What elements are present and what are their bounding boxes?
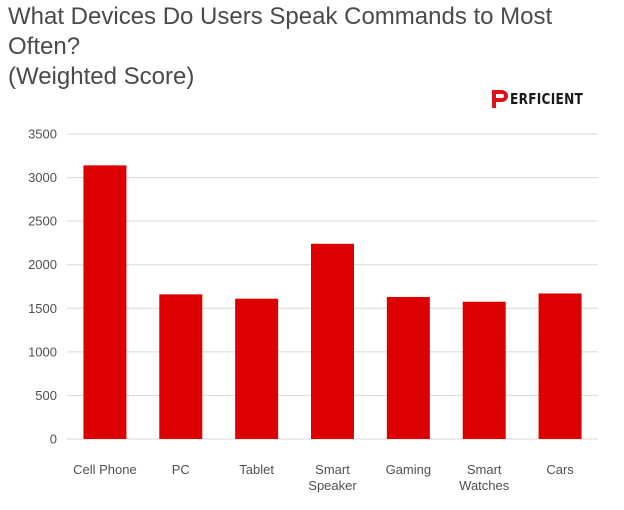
x-tick-label-line: Watches [459,478,510,493]
x-tick-label: Gaming [386,462,432,477]
x-tick-label-line: Smart [315,462,350,477]
x-tick-label-line: Gaming [386,462,432,477]
bar-cell-phone [83,165,127,439]
bars [83,165,582,439]
x-tick-label-line: Tablet [239,462,274,477]
y-axis-ticks: 0 500 1000 1500 2000 2500 3000 3500 [28,127,57,447]
bar-cars [538,293,582,439]
x-tick-label: Tablet [239,462,274,477]
bar-tablet [235,298,279,439]
y-tick-label: 3000 [28,170,57,185]
x-tick-label-line: Cell Phone [73,462,137,477]
y-tick-label: 1500 [28,301,57,316]
bar-gaming [386,296,430,439]
x-tick-label: Smart Speaker [308,462,357,493]
perficient-logo: ERFICIENT [492,89,591,109]
y-tick-label: 3500 [28,127,57,142]
bar-smart-watches [462,301,506,439]
y-tick-label: 2500 [28,214,57,229]
bar-pc [159,294,203,439]
x-tick-label: Smart Watches [459,462,510,493]
y-tick-label: 2000 [28,257,57,272]
logo-text: ERFICIENT [510,90,584,108]
chart-title: What Devices Do Users Speak Commands to … [8,3,553,90]
y-tick-label: 0 [50,432,57,447]
x-tick-label: Cell Phone [73,462,137,477]
y-tick-label: 1000 [28,344,57,359]
x-tick-label-line: Smart [467,462,502,477]
x-tick-label-line: Speaker [308,478,357,493]
bar-smart-speaker [311,243,354,439]
x-tick-label: PC [172,462,190,477]
y-tick-label: 500 [35,388,57,403]
x-tick-label: Cars [546,462,574,477]
perficient-p-icon [492,90,508,108]
x-tick-label-line: Cars [546,462,574,477]
x-tick-label-line: PC [172,462,190,477]
